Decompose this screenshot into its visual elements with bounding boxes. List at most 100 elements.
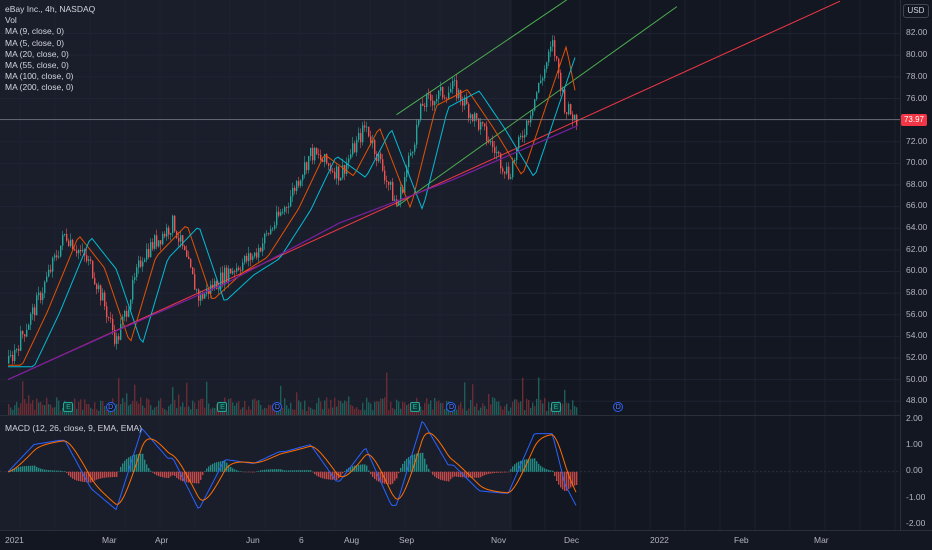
legend-ma-55[interactable]: MA (55, close, 0) bbox=[5, 60, 69, 71]
dividend-marker[interactable]: D bbox=[446, 402, 457, 412]
earnings-marker[interactable]: E bbox=[550, 402, 561, 412]
volume-bar bbox=[532, 402, 534, 415]
volume-bar bbox=[186, 382, 188, 415]
candle-body bbox=[494, 147, 496, 154]
macd-histogram-bar bbox=[518, 461, 520, 472]
volume-bar bbox=[130, 403, 132, 415]
macd-line bbox=[7, 420, 577, 511]
macd-histogram-bar bbox=[576, 471, 578, 485]
price-tick: 80.00 bbox=[906, 49, 928, 59]
volume-bar bbox=[176, 408, 178, 415]
candle-body bbox=[130, 299, 132, 310]
legend-ma-5[interactable]: MA (5, close, 0) bbox=[5, 37, 65, 48]
volume-bar bbox=[430, 400, 432, 415]
macd-histogram-bar bbox=[530, 458, 532, 472]
time-tick: Nov bbox=[491, 535, 507, 545]
candle-body bbox=[22, 331, 24, 335]
volume-bar bbox=[248, 406, 250, 415]
volume-bar bbox=[502, 409, 504, 415]
time-tick: Feb bbox=[734, 535, 749, 545]
legend-ma-100[interactable]: MA (100, close, 0) bbox=[5, 71, 74, 82]
macd-histogram-bar bbox=[336, 471, 338, 481]
macd-tick: 1.00 bbox=[906, 439, 923, 449]
macd-histogram-bar bbox=[450, 471, 452, 480]
candle-body bbox=[226, 267, 228, 282]
dividend-marker[interactable]: D bbox=[105, 402, 116, 412]
macd-histogram-bar bbox=[504, 471, 506, 473]
macd-histogram-bar bbox=[34, 465, 36, 472]
macd-histogram-bar bbox=[494, 471, 496, 473]
candle-body bbox=[444, 97, 446, 99]
macd-histogram-bar bbox=[322, 471, 324, 479]
macd-histogram-bar bbox=[528, 458, 530, 472]
candle-body bbox=[64, 234, 66, 235]
candle-body bbox=[180, 235, 182, 242]
volume-bar bbox=[422, 410, 424, 415]
macd-histogram-bar bbox=[254, 471, 256, 473]
candle-body bbox=[140, 260, 142, 267]
earnings-marker[interactable]: E bbox=[63, 402, 74, 412]
volume-bar bbox=[462, 408, 464, 415]
dividend-marker[interactable]: D bbox=[272, 402, 283, 412]
candle-body bbox=[318, 154, 320, 156]
time-tick: Aug bbox=[344, 535, 360, 545]
dividend-marker[interactable]: D bbox=[613, 402, 624, 412]
macd-histogram-bar bbox=[502, 471, 504, 473]
macd-histogram-bar bbox=[438, 471, 440, 480]
macd-histogram-bar bbox=[160, 471, 162, 477]
candle-body bbox=[334, 171, 336, 179]
legend-ma-200[interactable]: MA (200, close, 0) bbox=[5, 82, 74, 93]
volume-bar bbox=[184, 407, 186, 415]
legend-ma-20[interactable]: MA (20, close, 0) bbox=[5, 48, 69, 59]
volume-bar bbox=[80, 399, 82, 415]
legend-title[interactable]: eBay Inc., 4h, NASDAQ bbox=[5, 4, 96, 14]
macd-histogram-bar bbox=[300, 470, 302, 472]
candle-body bbox=[428, 94, 430, 95]
volume-bar bbox=[196, 409, 198, 415]
candle-body bbox=[158, 240, 160, 247]
earnings-marker[interactable]: E bbox=[409, 402, 420, 412]
candle-body bbox=[264, 234, 266, 244]
candle-body bbox=[516, 148, 518, 160]
macd-legend[interactable]: MACD (12, 26, close, 9, EMA, EMA) bbox=[5, 423, 142, 433]
candle-body bbox=[128, 309, 130, 317]
macd-histogram-bar bbox=[110, 471, 112, 478]
candle-body bbox=[308, 156, 310, 170]
volume-bar bbox=[576, 407, 578, 415]
candle-body bbox=[134, 277, 136, 280]
volume-bar bbox=[396, 399, 398, 415]
candle-body bbox=[14, 349, 16, 362]
volume-bar bbox=[38, 402, 40, 415]
volume-bar bbox=[542, 403, 544, 415]
candle-body bbox=[104, 292, 106, 307]
volume-bar bbox=[158, 400, 160, 415]
macd-histogram-bar bbox=[464, 471, 466, 478]
macd-histogram-bar bbox=[22, 466, 24, 472]
volume-bar bbox=[266, 408, 268, 415]
volume-bar bbox=[120, 404, 122, 415]
macd-histogram-bar bbox=[152, 471, 154, 473]
volume-bar bbox=[474, 406, 476, 415]
volume-bar bbox=[464, 382, 466, 415]
volume-bar bbox=[314, 409, 316, 415]
macd-histogram-bar bbox=[370, 471, 372, 475]
candle-body bbox=[244, 256, 246, 263]
volume-bar bbox=[238, 401, 240, 415]
legend-vol[interactable]: Vol bbox=[5, 15, 17, 26]
macd-histogram-bar bbox=[402, 463, 404, 472]
macd-histogram-bar bbox=[516, 462, 518, 472]
macd-histogram-bar bbox=[182, 471, 184, 482]
currency-badge[interactable]: USD bbox=[903, 4, 929, 18]
legend-ma-9[interactable]: MA (9, close, 0) bbox=[5, 26, 65, 37]
volume-bar bbox=[320, 401, 322, 415]
candle-body bbox=[196, 289, 198, 291]
macd-histogram-bar bbox=[20, 466, 22, 472]
candle-body bbox=[324, 154, 326, 162]
macd-histogram-bar bbox=[352, 466, 354, 472]
earnings-marker[interactable]: E bbox=[217, 402, 228, 412]
candle-body bbox=[466, 97, 468, 105]
volume-bar bbox=[284, 398, 286, 415]
macd-histogram-bar bbox=[508, 471, 510, 473]
time-tick: Mar bbox=[102, 535, 117, 545]
